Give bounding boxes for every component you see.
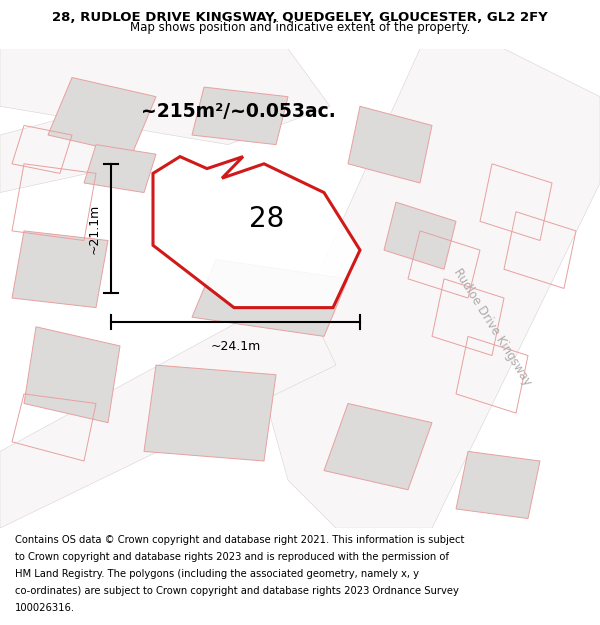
Polygon shape <box>324 404 432 490</box>
Text: ~21.1m: ~21.1m <box>87 203 100 254</box>
Polygon shape <box>0 106 132 192</box>
Text: Rudloe Drive Kingsway: Rudloe Drive Kingsway <box>451 266 533 388</box>
Text: Contains OS data © Crown copyright and database right 2021. This information is : Contains OS data © Crown copyright and d… <box>15 535 464 545</box>
Polygon shape <box>456 451 540 519</box>
Polygon shape <box>0 49 330 144</box>
Polygon shape <box>153 157 360 308</box>
Polygon shape <box>48 78 156 154</box>
Polygon shape <box>12 231 108 308</box>
Text: 28: 28 <box>250 205 284 232</box>
Polygon shape <box>348 106 432 183</box>
Polygon shape <box>84 144 156 192</box>
Polygon shape <box>0 289 336 528</box>
Text: ~215m²/~0.053ac.: ~215m²/~0.053ac. <box>141 102 336 121</box>
Polygon shape <box>384 202 456 269</box>
Text: to Crown copyright and database rights 2023 and is reproduced with the permissio: to Crown copyright and database rights 2… <box>15 552 449 562</box>
Polygon shape <box>264 49 600 528</box>
Polygon shape <box>24 327 120 422</box>
Text: HM Land Registry. The polygons (including the associated geometry, namely x, y: HM Land Registry. The polygons (includin… <box>15 569 419 579</box>
Polygon shape <box>144 365 276 461</box>
Text: 28, RUDLOE DRIVE KINGSWAY, QUEDGELEY, GLOUCESTER, GL2 2FY: 28, RUDLOE DRIVE KINGSWAY, QUEDGELEY, GL… <box>52 11 548 24</box>
Text: ~24.1m: ~24.1m <box>211 340 260 353</box>
Text: co-ordinates) are subject to Crown copyright and database rights 2023 Ordnance S: co-ordinates) are subject to Crown copyr… <box>15 586 459 596</box>
Text: 100026316.: 100026316. <box>15 602 75 612</box>
Text: Map shows position and indicative extent of the property.: Map shows position and indicative extent… <box>130 21 470 34</box>
Polygon shape <box>192 87 288 144</box>
Polygon shape <box>192 259 348 336</box>
